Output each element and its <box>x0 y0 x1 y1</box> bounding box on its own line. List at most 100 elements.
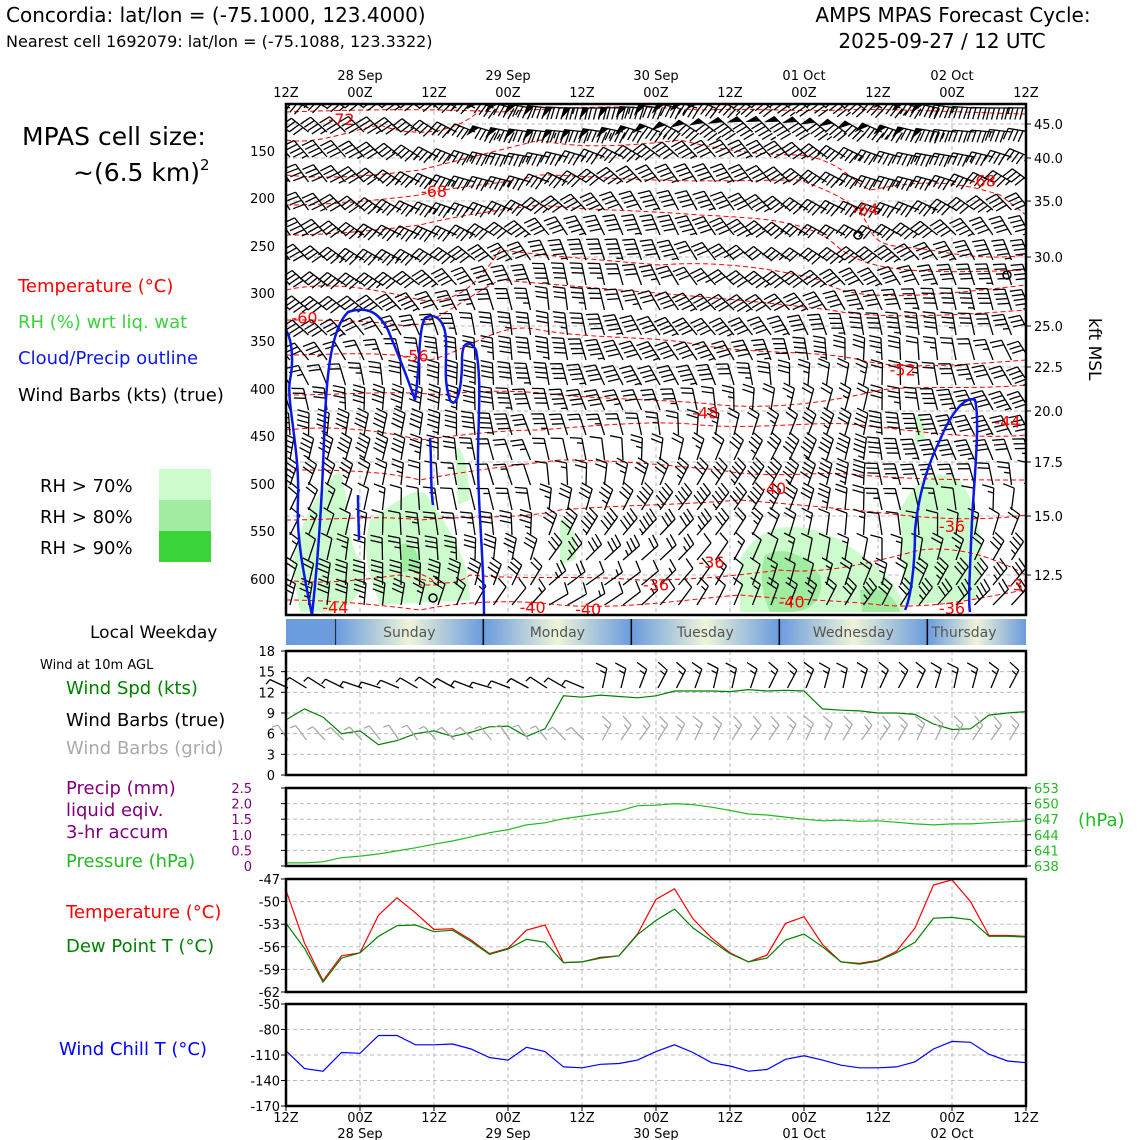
wind-barb <box>801 532 813 561</box>
wind-barb <box>442 435 458 461</box>
wind-barb <box>498 335 513 361</box>
wind-barb <box>802 557 815 586</box>
wind-barb <box>991 238 1013 261</box>
wind-barb <box>885 311 902 336</box>
wind-barb <box>916 104 941 120</box>
bottom-date-label: 28 Sep <box>337 1127 382 1140</box>
temperature-contours <box>286 106 1026 611</box>
wind-barb-flag <box>633 104 646 116</box>
wind-barb-flag <box>523 105 535 117</box>
wind-barb-flag <box>541 129 554 141</box>
wind-barb <box>868 410 883 436</box>
temperature-contour-label: -36 <box>643 576 669 595</box>
temp-label: Temperature (°C) <box>65 902 221 923</box>
wind-barb <box>782 431 800 461</box>
wind-barb <box>800 482 815 511</box>
wind-barb <box>861 122 889 143</box>
wind-barb <box>465 223 494 241</box>
wind-barb <box>726 294 753 313</box>
sfc-wind-barb <box>966 662 979 689</box>
wind-barb <box>375 293 402 312</box>
wind-barb <box>816 199 846 217</box>
temperature-contour <box>286 459 1026 481</box>
wind-barb <box>937 578 953 606</box>
wind-barb <box>696 577 709 606</box>
wind-barb <box>935 414 957 436</box>
wind-barb <box>939 336 957 361</box>
wind-barb <box>853 433 868 461</box>
pressure-tick-label: 350 <box>250 335 275 350</box>
wind-barb <box>519 508 533 536</box>
wind-barb <box>671 317 698 336</box>
wind-barb <box>973 557 989 586</box>
wind-barb <box>582 107 608 120</box>
wind-barb <box>947 152 975 167</box>
wind-barb <box>582 128 613 144</box>
wind-barb <box>286 456 299 486</box>
wind-barb <box>887 385 902 411</box>
wind-barb <box>936 263 957 286</box>
wind-barb <box>391 458 404 486</box>
wind-barb <box>545 129 571 144</box>
sfc-grid-barb <box>620 715 632 741</box>
wind-barb <box>691 432 705 461</box>
wind-barb <box>678 558 694 586</box>
wind-barb <box>302 341 328 361</box>
wind-barb <box>300 218 328 237</box>
wind-barb <box>599 191 624 211</box>
weekday-name: Thursday <box>930 625 996 641</box>
legend-rh70: RH > 70% <box>40 476 133 497</box>
wind-barb <box>913 556 929 586</box>
wind-barb <box>660 388 680 411</box>
wind-barb <box>726 218 753 238</box>
wind-barb <box>354 223 383 241</box>
wind-barb <box>354 248 383 266</box>
wind-barb <box>955 263 976 286</box>
pressure-tick-label: 300 <box>250 287 275 302</box>
wind-barb <box>972 438 994 461</box>
wind-barb <box>373 169 402 187</box>
wind-barb <box>352 384 366 411</box>
wind-barb <box>1017 459 1026 463</box>
wind-barb <box>733 507 747 536</box>
bottom-hour-label: 12Z <box>717 1111 743 1126</box>
wind-barb <box>727 192 753 211</box>
temperature-contour <box>286 422 1026 441</box>
sfc-wind-barb <box>303 676 326 689</box>
wind-barb <box>1001 147 1026 165</box>
wind-barb <box>548 582 569 606</box>
wind-barb <box>709 163 735 184</box>
wind-barb <box>869 334 883 361</box>
precip-label-3: 3-hr accum <box>66 822 168 843</box>
wind-barb <box>763 293 790 312</box>
wind-barb <box>619 482 634 511</box>
wind-barb <box>601 364 624 386</box>
temperature-contour-label: -40 <box>575 600 601 619</box>
wind-barb <box>711 340 735 361</box>
wind-barb-flag <box>485 127 498 138</box>
weekday-segment <box>779 619 928 645</box>
wind-barb <box>912 241 939 261</box>
wind-barb <box>852 333 866 361</box>
wind-barb <box>833 334 846 361</box>
top-time-axis: 12Z 00Z 12Z 00Z 12Z 00Z 12Z 00Z 12Z 00Z 12Z 28 Sep 2… <box>273 69 1039 101</box>
vertical-profile-panel: -72 -68 -68 -64 -60 -56 -52 -48 -44 -40 -36 -36 -36 -… <box>250 102 1104 619</box>
wind-barb <box>495 487 513 511</box>
wind-barb <box>585 413 606 436</box>
wind-barb <box>533 361 550 386</box>
wind-barb <box>474 288 495 311</box>
wind-barb <box>837 532 850 561</box>
wind-barb <box>701 385 717 411</box>
wind-barb <box>860 289 883 311</box>
wind-barb <box>818 432 834 461</box>
wind-barb <box>532 437 550 461</box>
sfc-wind-barb <box>930 662 942 689</box>
wind-barb <box>673 240 698 261</box>
wind-barb <box>534 285 550 311</box>
wind-barb <box>714 557 728 586</box>
wind-barb <box>638 104 663 120</box>
wind-barb <box>870 534 883 560</box>
wind-barb <box>531 387 550 411</box>
wind-barb <box>563 107 589 120</box>
wind-barb <box>583 389 606 411</box>
